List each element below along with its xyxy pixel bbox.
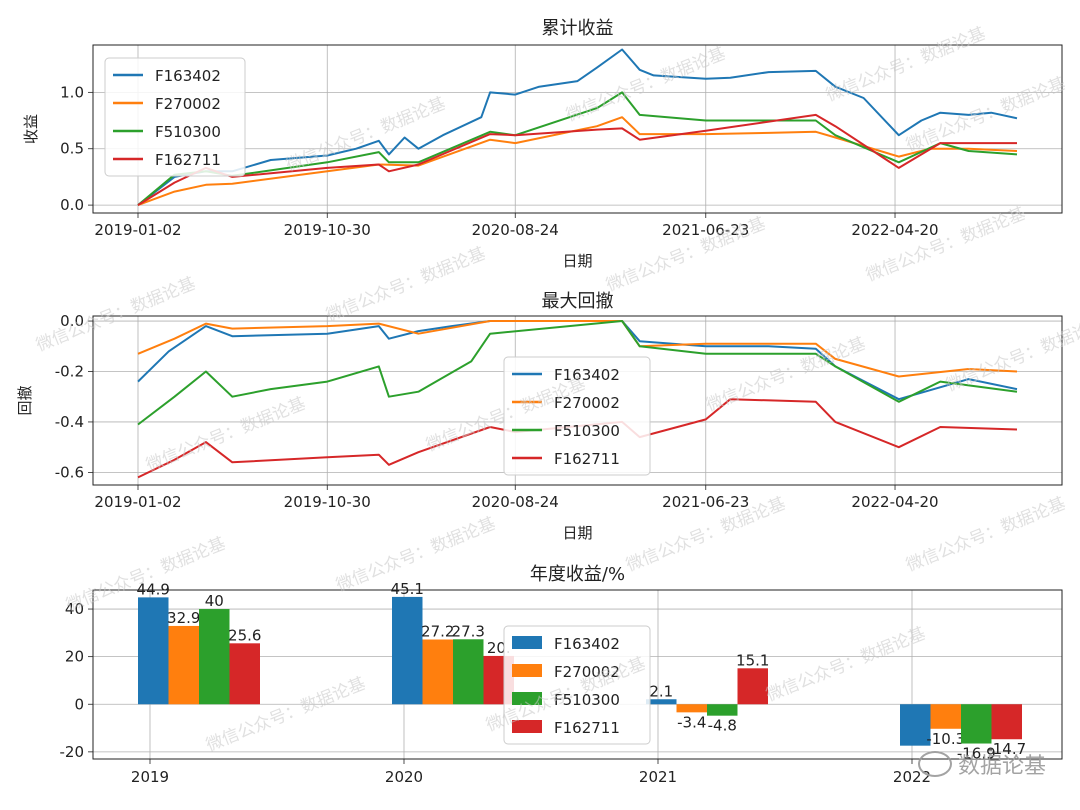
y-axis-label: 回撤: [16, 385, 34, 415]
x-tick-label: 2021-06-23: [662, 493, 749, 511]
bar-data-label: -10.3: [926, 730, 965, 748]
chart-panel-2: 2019-01-02 2019-10-30 2020-08-24 2021-06-23…: [16, 291, 1063, 542]
legend-box: [104, 57, 246, 177]
chart-title: 最大回撤: [542, 291, 614, 312]
legend: F163402 F270002 F510300 F162711: [503, 625, 651, 745]
chart-title: 累计收益: [542, 18, 614, 39]
bar-F162711-2019: [229, 643, 260, 705]
plot-frame: [92, 44, 1063, 214]
bar-F510300-2022: [961, 704, 992, 744]
brand-watermark: 数据论基: [917, 748, 1046, 780]
series-line-F270002: [137, 116, 1018, 207]
y-tick-label: 0.0: [60, 196, 84, 214]
plot-frame: [92, 589, 1063, 760]
x-tick-label: 2019-01-02: [94, 493, 181, 511]
y-tick-label: 0: [74, 695, 84, 713]
bar-F163402-2019: [138, 597, 169, 705]
plot-frame: [92, 315, 1063, 486]
legend-label: F162711: [554, 450, 620, 468]
legend-label: F163402: [554, 366, 620, 384]
bar-F162711-2022: [991, 704, 1022, 740]
bar-data-label: 45.1: [391, 580, 424, 598]
y-tick-label: 0.5: [60, 140, 84, 158]
legend-label: F163402: [155, 67, 221, 85]
x-tick-label: 2019-01-02: [94, 221, 181, 239]
bar-F270002-2019: [168, 625, 199, 705]
legend-label: F270002: [554, 394, 620, 412]
series-line-F510300: [137, 91, 1018, 206]
legend-label: F270002: [554, 663, 620, 681]
bar-data-label: -4.8: [708, 717, 737, 735]
legend-box: [503, 625, 651, 745]
legend-label: F162711: [554, 719, 620, 737]
x-axis-label: 日期: [562, 252, 592, 270]
bar-data-label: 27.2: [421, 623, 454, 641]
bar-F510300-2019: [199, 609, 230, 705]
bar-F510300-2021: [707, 704, 738, 716]
series-line-F162711: [137, 113, 1017, 206]
legend-label: F163402: [554, 635, 620, 653]
bar-data-label: -3.4: [677, 713, 706, 731]
x-tick-label: 2022-04-20: [851, 493, 938, 511]
chart-panel-3: -20 0 20 40 44.9 45.1 2.1 32.9 27.2 -3.4 -10.3 40 27…: [60, 564, 1063, 786]
y-tick-label: 1.0: [60, 83, 84, 101]
bar-F163402-2021: [646, 699, 677, 705]
bar-data-label: 2.1: [649, 682, 673, 700]
bar-F270002-2022: [930, 704, 961, 729]
legend: F163402 F270002 F510300 F162711: [503, 356, 651, 476]
y-tick-label: -0.2: [55, 362, 84, 380]
bar-data-label: 32.9: [167, 609, 200, 627]
legend-label: F510300: [554, 422, 620, 440]
x-tick-label: 2021: [639, 768, 677, 786]
wechat-icon: [917, 751, 952, 777]
bar-F270002-2021: [676, 704, 707, 713]
y-tick-label: -20: [60, 743, 85, 761]
x-tick-label: 2021-06-23: [662, 221, 749, 239]
chart-title: 年度收益/%: [530, 564, 625, 585]
bar-data-label: -16.9: [957, 745, 996, 763]
brand-text: 数据论基: [957, 754, 1046, 779]
x-tick-label: 2020-08-24: [472, 493, 559, 511]
bar-data-label: 25.6: [228, 626, 261, 644]
legend-swatch: [512, 692, 542, 705]
y-axis-label: 收益: [22, 114, 40, 144]
bar-data-label: 15.1: [736, 651, 769, 669]
y-tick-label: 40: [65, 600, 84, 618]
x-tick-label: 2020: [385, 768, 423, 786]
series-line-F510300: [137, 320, 1018, 426]
legend-swatch: [512, 636, 542, 649]
legend: F163402 F270002 F510300 F162711: [104, 57, 246, 177]
legend-label: F270002: [155, 95, 221, 113]
bar-data-label: -14.7: [987, 740, 1026, 758]
bar-F270002-2020: [422, 639, 453, 705]
x-tick-label: 2022-04-20: [851, 221, 938, 239]
x-tick-label: 2019-10-30: [284, 493, 371, 511]
y-tick-label: 20: [65, 648, 84, 666]
series-line-F270002: [137, 320, 1018, 378]
legend-box: [503, 356, 651, 476]
bar-F162711-2021: [737, 668, 768, 705]
x-tick-label: 2019-10-30: [284, 221, 371, 239]
legend-label: F510300: [155, 123, 221, 141]
x-tick-label: 2020-08-24: [472, 221, 559, 239]
bar-F163402-2022: [900, 704, 931, 746]
x-axis-label: 日期: [562, 524, 592, 542]
legend-label: F162711: [155, 151, 221, 169]
y-tick-label: -0.4: [55, 413, 84, 431]
y-tick-label: 0.0: [60, 312, 84, 330]
legend-swatch: [512, 720, 542, 733]
bar-data-label: 44.9: [137, 580, 170, 598]
legend-swatch: [512, 664, 542, 677]
x-tick-label: 2019: [131, 768, 169, 786]
series-line-F163402: [137, 48, 1018, 206]
bar-data-label: 27.3: [452, 622, 485, 640]
bar-F510300-2020: [453, 639, 484, 705]
bar-data-label: 40: [205, 592, 224, 610]
bar-F163402-2020: [392, 596, 423, 705]
chart-panel-1: 2019-01-02 2019-10-30 2020-08-24 2021-06-23…: [22, 18, 1063, 270]
legend-label: F510300: [554, 691, 620, 709]
y-tick-label: -0.6: [55, 463, 84, 481]
